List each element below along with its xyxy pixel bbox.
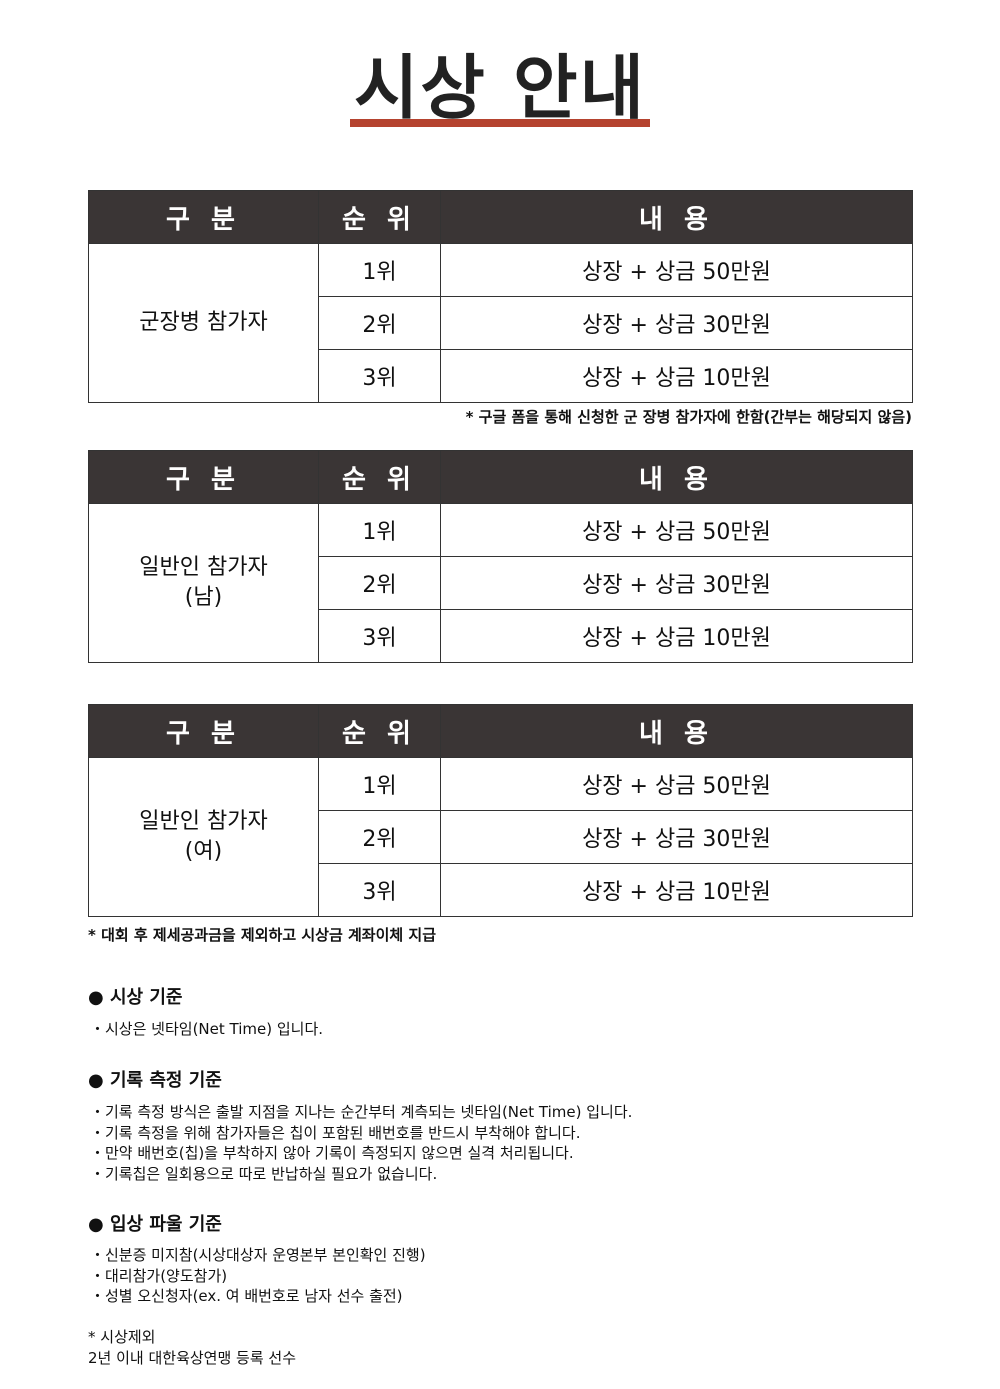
- section-line: ・만약 배번호(칩)을 부착하지 않아 기록이 측정되지 않으면 실격 처리됩니…: [90, 1144, 574, 1162]
- rank-cell: 1위: [318, 757, 441, 811]
- section-lines: ・기록 측정 방식은 출발 지점을 지나는 순간부터 계측되는 넷타임(Net …: [90, 1102, 632, 1184]
- military-note: * 구글 폼을 통해 신청한 군 장병 참가자에 한함(간부는 해당되지 않음): [465, 408, 912, 426]
- exclusion: * 시상제외 2년 이내 대한육상연맹 등록 선수: [88, 1327, 296, 1368]
- table-row: 2위 상장 + 상금 30만원: [89, 556, 913, 610]
- payment-note: * 대회 후 제세공과금을 제외하고 시상금 계좌이체 지급: [88, 926, 437, 944]
- section-line: ・대리참가(양도참가): [90, 1266, 228, 1285]
- rank-cell: 3위: [318, 609, 441, 663]
- prize-cell: 상장 + 상금 50만원: [440, 503, 913, 557]
- header-content: 내 용: [440, 190, 913, 244]
- table-row: 일반인 참가자 (여) 1위 상장 + 상금 50만원: [88, 757, 913, 917]
- section-line: ・기록칩은 일회용으로 따로 반납하실 필요가 없습니다.: [90, 1164, 438, 1183]
- table-row: 3위 상장 + 상금 10만원: [89, 863, 913, 917]
- header-rank: 순 위: [318, 704, 441, 758]
- rank-cell: 2위: [318, 556, 441, 610]
- prize-cell: 상장 + 상금 10만원: [440, 863, 913, 917]
- prize-cell: 상장 + 상금 30만원: [440, 556, 913, 610]
- section-lines: ・시상은 넷타임(Net Time) 입니다.: [90, 1019, 323, 1040]
- rank-cell: 3위: [318, 863, 441, 917]
- table-row: 2위 상장 + 상금 30만원: [89, 296, 913, 350]
- section-line: ・기록 측정을 위해 참가자들은 칩이 포함된 배번호를 반드시 부착해야 합니…: [90, 1123, 581, 1142]
- table-row: 군장병 참가자 1위 상장 + 상금 50만원: [88, 243, 913, 403]
- rank-cell: 1위: [318, 503, 441, 557]
- header-rank: 순 위: [318, 190, 441, 244]
- prize-cell: 상장 + 상금 30만원: [440, 810, 913, 864]
- prize-cell: 상장 + 상금 50만원: [440, 243, 913, 297]
- header-content: 내 용: [440, 704, 913, 758]
- table-row: 일반인 참가자 (남) 1위 상장 + 상금 50만원: [88, 503, 913, 663]
- category-cell: 일반인 참가자 (남): [88, 503, 319, 663]
- category-cell: 군장병 참가자: [88, 243, 319, 403]
- section-title: ● 입상 파울 기준: [88, 1214, 222, 1235]
- rank-cell: 1위: [318, 243, 441, 297]
- header-rank: 순 위: [318, 450, 441, 504]
- section-line: ・시상은 넷타임(Net Time) 입니다.: [90, 1020, 324, 1038]
- prize-cell: 상장 + 상금 10만원: [440, 609, 913, 663]
- prize-cell: 상장 + 상금 50만원: [440, 757, 913, 811]
- title-underline: [350, 119, 650, 127]
- exclusion-title: * 시상제외: [88, 1328, 156, 1346]
- table-row: 3위 상장 + 상금 10만원: [89, 609, 913, 663]
- header-category: 구 분: [88, 190, 319, 244]
- table-row: 2위 상장 + 상금 30만원: [89, 810, 913, 864]
- exclusion-text: 2년 이내 대한육상연맹 등록 선수: [88, 1348, 297, 1367]
- prize-cell: 상장 + 상금 30만원: [440, 296, 913, 350]
- section-line: ・성별 오신청자(ex. 여 배번호로 남자 선수 출전): [90, 1287, 403, 1305]
- prize-cell: 상장 + 상금 10만원: [440, 349, 913, 403]
- section-title: ● 기록 측정 기준: [88, 1070, 222, 1091]
- header-content: 내 용: [440, 450, 913, 504]
- section-line: ・기록 측정 방식은 출발 지점을 지나는 순간부터 계측되는 넷타임(Net …: [90, 1103, 633, 1121]
- rank-cell: 3위: [318, 349, 441, 403]
- section-line: ・신분증 미지참(시상대상자 운영본부 본인확인 진행): [90, 1246, 426, 1264]
- category-cell: 일반인 참가자 (여): [88, 757, 319, 917]
- header-category: 구 분: [88, 704, 319, 758]
- section-lines: ・신분증 미지참(시상대상자 운영본부 본인확인 진행) ・대리참가(양도참가)…: [90, 1245, 426, 1307]
- page-title: 시상 안내: [354, 47, 646, 129]
- header-category: 구 분: [88, 450, 319, 504]
- rank-cell: 2위: [318, 810, 441, 864]
- section-title: ● 시상 기준: [88, 987, 183, 1008]
- rank-cell: 2위: [318, 296, 441, 350]
- table-row: 3위 상장 + 상금 10만원: [89, 349, 913, 403]
